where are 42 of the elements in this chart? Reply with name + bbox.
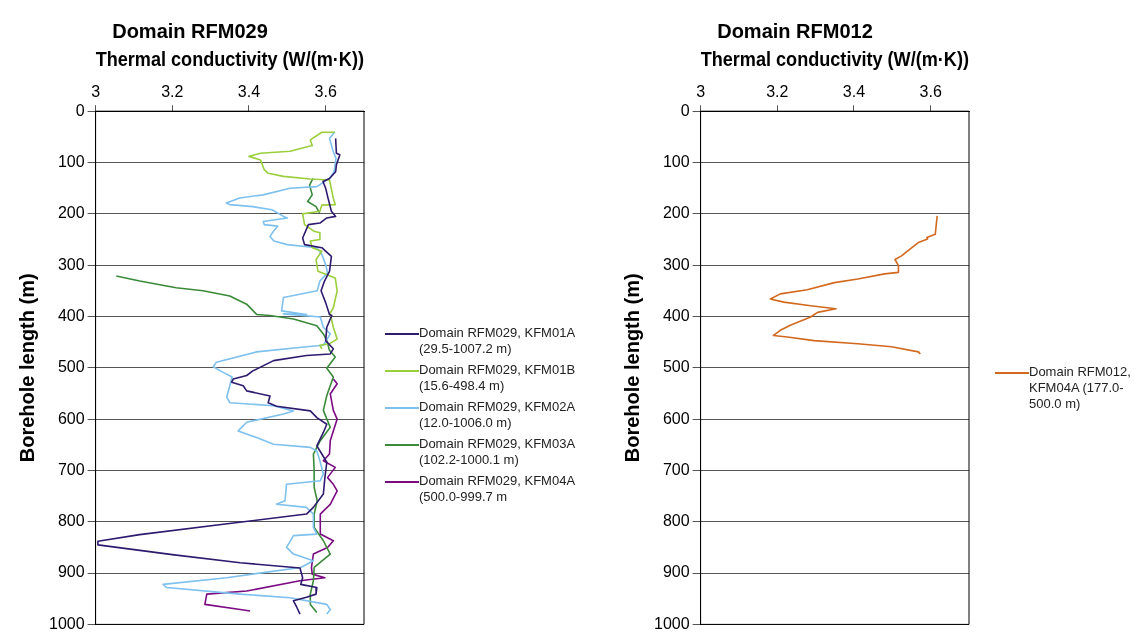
legend-label: Domain RFM012, KFM04A (177.0-500.0 m) <box>1029 364 1132 412</box>
y-tick-label: 200 <box>662 204 690 222</box>
x-tick-label: 3.2 <box>161 83 184 101</box>
y-tick-label: 400 <box>57 306 85 324</box>
y-tick-label: 1000 <box>654 614 690 632</box>
y-tick-label: 800 <box>662 512 690 530</box>
x-axis-title: Thermal conductivity (W/(m·K)) <box>700 47 969 70</box>
y-tick-label: 0 <box>680 101 690 119</box>
y-axis-title: Borehole length (m) <box>620 273 643 463</box>
y-tick-label: 100 <box>662 152 690 170</box>
legend-label: Domain RFM029, KFM01B (15.6-498.4 m) <box>419 362 577 394</box>
y-tick-label: 800 <box>57 512 85 530</box>
x-axis-title: Thermal conductivity (W/(m·K)) <box>95 47 364 70</box>
y-tick-label: 500 <box>57 358 85 376</box>
y-tick-label: 700 <box>57 460 85 478</box>
y-tick-label: 100 <box>57 152 85 170</box>
chart-title: Domain RFM029 <box>112 19 268 42</box>
y-tick-label: 500 <box>662 358 690 376</box>
y-tick-label: 0 <box>75 101 85 119</box>
y-tick-label: 600 <box>57 409 85 427</box>
y-tick-label: 900 <box>57 563 85 581</box>
legend-label: Domain RFM029, KFM02A (12.0-1006.0 m) <box>419 399 576 431</box>
y-tick-label: 700 <box>662 460 690 478</box>
x-tick-label: 3 <box>91 83 101 101</box>
y-axis-title: Borehole length (m) <box>15 273 38 463</box>
legend-label: Domain RFM029, KFM01A (29.5-1007.2 m) <box>419 325 576 357</box>
y-tick-label: 600 <box>662 409 690 427</box>
x-tick-label: 3.6 <box>919 83 942 101</box>
x-tick-label: 3.4 <box>237 83 261 101</box>
y-tick-label: 1000 <box>49 614 85 632</box>
legend-label: Domain RFM029, KFM03A (102.2-1000.1 m) <box>419 436 576 468</box>
y-tick-label: 900 <box>662 563 690 581</box>
x-tick-label: 3.2 <box>766 83 789 101</box>
x-tick-label: 3.6 <box>314 83 337 101</box>
legend-label: Domain RFM029, KFM04A (500.0-999.7 m <box>419 473 576 505</box>
y-tick-label: 300 <box>57 255 85 273</box>
x-tick-label: 3.4 <box>842 83 866 101</box>
x-tick-label: 3 <box>696 83 706 101</box>
y-tick-label: 400 <box>662 306 690 324</box>
chart-title: Domain RFM012 <box>717 19 873 42</box>
y-tick-label: 300 <box>662 255 690 273</box>
y-tick-label: 200 <box>57 204 85 222</box>
